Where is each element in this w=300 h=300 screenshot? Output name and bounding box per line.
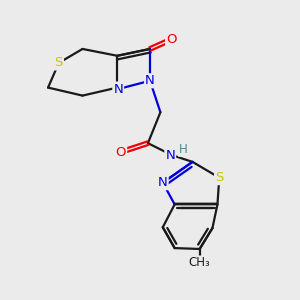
- Text: N: N: [165, 148, 175, 162]
- Text: S: S: [215, 171, 224, 184]
- Text: S: S: [55, 56, 63, 69]
- Text: N: N: [145, 74, 155, 87]
- Text: N: N: [113, 82, 123, 96]
- Text: CH₃: CH₃: [189, 256, 211, 269]
- Text: O: O: [116, 146, 126, 159]
- Text: N: N: [158, 176, 168, 189]
- Text: O: O: [166, 33, 177, 46]
- Text: H: H: [178, 143, 188, 156]
